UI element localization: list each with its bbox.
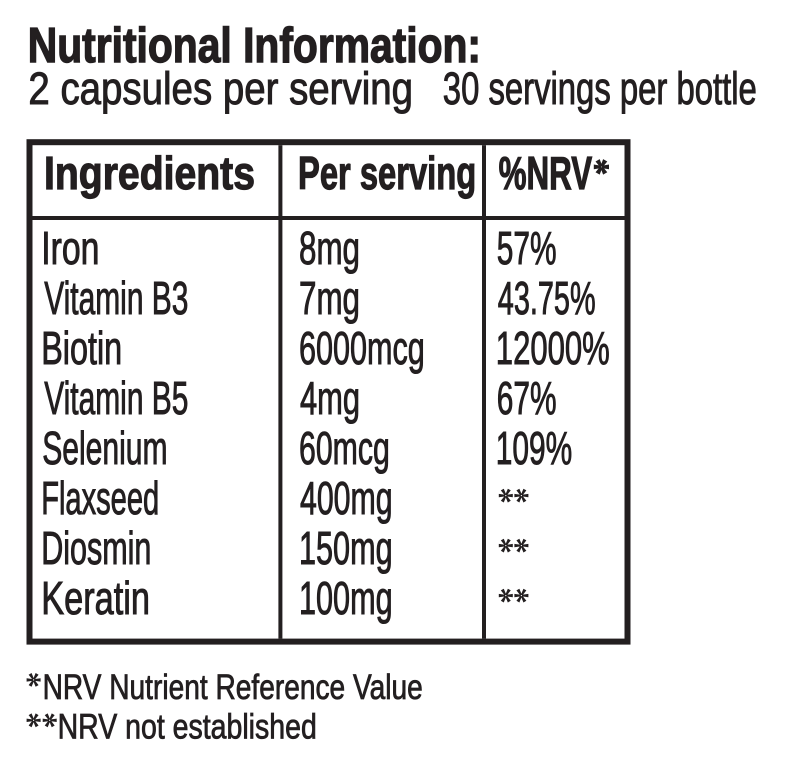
svg-text:Flaxseed: Flaxseed (41, 472, 159, 524)
svg-text:30 servings per bottle: 30 servings per bottle (443, 63, 757, 114)
svg-text:2 capsules per serving: 2 capsules per serving (28, 63, 413, 114)
svg-text:12000%: 12000% (496, 322, 610, 374)
svg-text:57%: 57% (497, 222, 557, 274)
svg-text:6000mcg: 6000mcg (299, 322, 425, 374)
svg-text:Biotin: Biotin (41, 322, 122, 374)
svg-text:NRV Nutrient Reference Value: NRV Nutrient Reference Value (43, 668, 423, 707)
svg-text:8mg: 8mg (299, 222, 360, 274)
svg-text:NRV not established: NRV not established (58, 707, 317, 746)
svg-text:7mg: 7mg (299, 272, 360, 324)
svg-text:Selenium: Selenium (42, 422, 167, 474)
svg-text:67%: 67% (497, 372, 557, 424)
svg-text:109%: 109% (496, 422, 572, 474)
svg-text:Diosmin: Diosmin (41, 522, 151, 574)
svg-text:Per serving: Per serving (298, 147, 476, 199)
svg-text:400mg: 400mg (300, 472, 393, 524)
svg-text:%NRV: %NRV (499, 147, 593, 199)
svg-text:Keratin: Keratin (41, 572, 150, 624)
svg-text:150mg: 150mg (299, 522, 393, 574)
svg-text:Vitamin B3: Vitamin B3 (44, 272, 188, 324)
svg-text:43.75%: 43.75% (498, 272, 596, 324)
svg-text:Iron: Iron (41, 222, 99, 274)
svg-text:Ingredients: Ingredients (44, 147, 255, 199)
svg-text:60mcg: 60mcg (299, 422, 390, 474)
svg-text:Nutritional Information:: Nutritional Information: (28, 19, 481, 73)
svg-text:Vitamin B5: Vitamin B5 (44, 372, 188, 424)
svg-text:4mg: 4mg (300, 372, 360, 424)
svg-text:100mg: 100mg (299, 572, 393, 624)
